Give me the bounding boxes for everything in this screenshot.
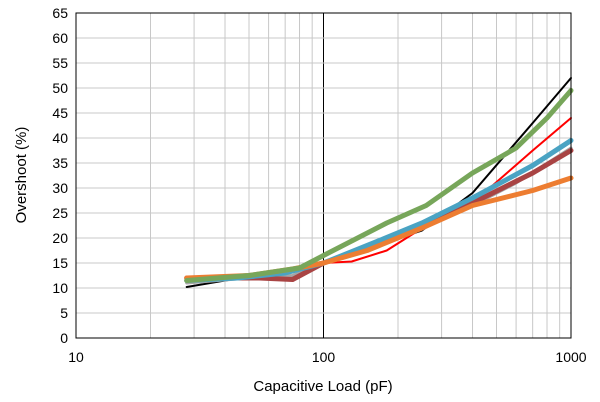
- y-tick-label: 0: [60, 330, 68, 346]
- series-layer: [184, 77, 574, 288]
- y-tick-label: 20: [52, 230, 68, 246]
- series-line-7: [184, 88, 574, 283]
- x-tick-label: 10: [68, 349, 84, 365]
- y-tick-label: 5: [60, 305, 68, 321]
- y-tick-label: 60: [52, 30, 68, 46]
- x-tick-label: 100: [312, 349, 336, 365]
- y-tick-label: 15: [52, 255, 68, 271]
- y-axis-title: Overshoot (%): [13, 127, 30, 224]
- x-axis-title: Capacitive Load (pF): [253, 378, 392, 395]
- plot-border: [75, 12, 572, 339]
- x-tick-labels: 10 100 1000: [68, 349, 587, 365]
- y-tick-label: 35: [52, 155, 68, 171]
- y-tick-label: 55: [52, 55, 68, 71]
- y-tick-label: 65: [52, 5, 68, 21]
- plot-frame: [75, 12, 572, 339]
- y-tick-label: 45: [52, 105, 68, 121]
- y-tick-label: 30: [52, 180, 68, 196]
- y-tick-labels: 0 5 10 15 20 25 30 35 40 45 50 55 60 65: [52, 5, 68, 346]
- y-tick-label: 50: [52, 80, 68, 96]
- y-tick-label: 10: [52, 280, 68, 296]
- y-tick-label: 40: [52, 130, 68, 146]
- y-tick-label: 25: [52, 205, 68, 221]
- grid: [76, 12, 571, 339]
- x-tick-label: 1000: [555, 349, 586, 365]
